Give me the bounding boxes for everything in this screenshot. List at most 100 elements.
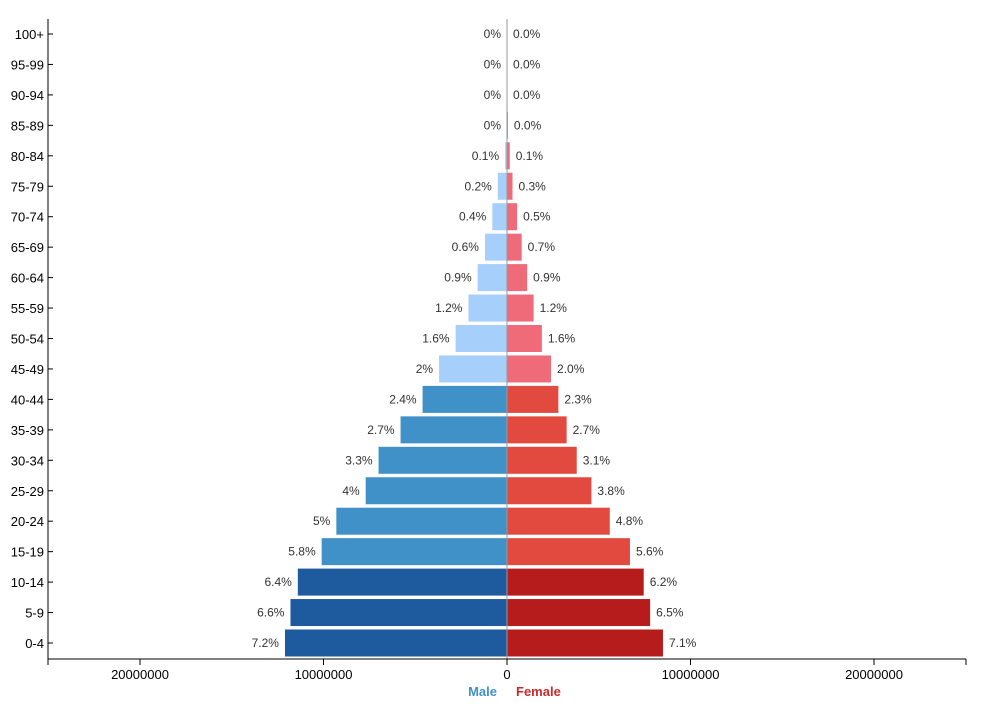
male-pct-label-5-9: 6.6%	[257, 606, 285, 620]
female-pct-label-0-4: 7.1%	[669, 636, 697, 650]
male-pct-label-0-4: 7.2%	[252, 636, 280, 650]
female-bar-25-29	[507, 477, 592, 505]
male-pct-label-95-99: 0%	[484, 57, 502, 71]
male-bar-35-39	[400, 416, 507, 444]
age-label-0-4: 0-4	[25, 636, 44, 651]
male-bar-20-24	[336, 507, 507, 535]
female-bar-70-74	[507, 203, 518, 231]
female-pct-label-10-14: 6.2%	[650, 575, 678, 589]
x-tick-label-0: 20000000	[111, 667, 169, 682]
age-label-95-99: 95-99	[11, 57, 44, 72]
age-label-65-69: 65-69	[11, 240, 44, 255]
male-pct-label-35-39: 2.7%	[367, 423, 395, 437]
male-bar-5-9	[290, 599, 507, 627]
age-label-75-79: 75-79	[11, 179, 44, 194]
female-pct-label-70-74: 0.5%	[523, 210, 551, 224]
age-label-20-24: 20-24	[11, 514, 44, 529]
female-pct-label-5-9: 6.5%	[656, 606, 684, 620]
female-pct-label-30-34: 3.1%	[583, 453, 611, 467]
legend-male: Male	[468, 684, 497, 699]
female-bar-5-9	[507, 599, 651, 627]
female-bar-50-54	[507, 325, 542, 352]
male-pct-label-70-74: 0.4%	[459, 210, 487, 224]
female-pct-label-20-24: 4.8%	[616, 514, 644, 528]
male-bar-45-49	[439, 355, 507, 383]
male-bar-25-29	[365, 477, 507, 505]
female-bar-0-4	[507, 629, 663, 657]
age-label-30-34: 30-34	[11, 453, 44, 468]
male-bar-40-44	[422, 385, 507, 413]
male-pct-label-30-34: 3.3%	[345, 453, 373, 467]
age-label-50-54: 50-54	[11, 332, 44, 347]
male-bar-30-34	[378, 446, 507, 474]
female-bar-80-84	[507, 142, 510, 170]
male-pct-label-80-84: 0.1%	[472, 149, 500, 163]
male-pct-label-10-14: 6.4%	[264, 575, 292, 589]
x-tick-label-1: 10000000	[295, 667, 353, 682]
female-pct-label-35-39: 2.7%	[573, 423, 601, 437]
female-bar-75-79	[507, 172, 513, 200]
female-pct-label-65-69: 0.7%	[528, 240, 556, 254]
male-bar-70-74	[492, 203, 507, 231]
female-pct-label-95-99: 0.0%	[513, 57, 541, 71]
male-pct-label-75-79: 0.2%	[464, 179, 492, 193]
male-pct-label-15-19: 5.8%	[288, 545, 316, 559]
age-label-35-39: 35-39	[11, 423, 44, 438]
x-tick-label-3: 10000000	[662, 667, 720, 682]
age-label-10-14: 10-14	[11, 575, 44, 590]
male-bar-55-59	[468, 294, 507, 322]
axes-group: 20000000 10000000 0 10000000 20000000	[47, 19, 967, 682]
female-bar-35-39	[507, 416, 567, 444]
age-label-90-94: 90-94	[11, 88, 44, 103]
female-bar-45-49	[507, 355, 552, 383]
male-pct-label-55-59: 1.2%	[435, 301, 463, 315]
male-pct-label-100plus: 0%	[484, 27, 502, 41]
male-pct-label-20-24: 5%	[313, 514, 331, 528]
female-bar-60-64	[507, 264, 528, 292]
male-pct-label-90-94: 0%	[484, 88, 502, 102]
male-pct-label-45-49: 2%	[416, 362, 434, 376]
female-bar-65-69	[507, 233, 522, 261]
labels-group: 0% 0.0% 100+ 0% 0.0% 95-99 0% 0.0% 90-94 0% 0.0% 85…	[11, 27, 697, 651]
bars-group	[284, 111, 663, 657]
female-pct-label-60-64: 0.9%	[533, 271, 561, 285]
male-pct-label-40-44: 2.4%	[389, 392, 417, 406]
female-pct-label-15-19: 5.6%	[636, 545, 664, 559]
female-bar-15-19	[507, 538, 630, 566]
age-label-60-64: 60-64	[11, 271, 44, 286]
female-pct-label-40-44: 2.3%	[564, 392, 592, 406]
male-bar-0-4	[284, 629, 507, 657]
male-bar-75-79	[497, 172, 507, 200]
age-label-15-19: 15-19	[11, 545, 44, 560]
female-pct-label-85-89: 0.0%	[514, 118, 542, 132]
age-label-45-49: 45-49	[11, 362, 44, 377]
male-bar-60-64	[477, 264, 507, 292]
female-bar-30-34	[507, 446, 577, 474]
x-tick-label-2: 0	[503, 667, 510, 682]
legend: Male Female	[468, 684, 561, 699]
age-label-85-89: 85-89	[11, 118, 44, 133]
age-label-25-29: 25-29	[11, 484, 44, 499]
legend-female: Female	[516, 684, 561, 699]
female-pct-label-25-29: 3.8%	[597, 484, 625, 498]
male-bar-65-69	[484, 233, 507, 261]
female-pct-label-50-54: 1.6%	[548, 332, 576, 346]
female-pct-label-75-79: 0.3%	[519, 179, 547, 193]
female-pct-label-100plus: 0.0%	[513, 27, 541, 41]
age-label-100plus: 100+	[15, 27, 44, 42]
male-pct-label-25-29: 4%	[342, 484, 360, 498]
male-bar-10-14	[297, 568, 507, 596]
female-bar-20-24	[507, 507, 610, 535]
age-label-40-44: 40-44	[11, 392, 44, 407]
age-label-80-84: 80-84	[11, 149, 44, 164]
male-pct-label-85-89: 0%	[484, 118, 502, 132]
female-pct-label-80-84: 0.1%	[516, 149, 544, 163]
male-pct-label-65-69: 0.6%	[452, 240, 480, 254]
female-bar-40-44	[507, 385, 559, 413]
age-label-55-59: 55-59	[11, 301, 44, 316]
age-label-70-74: 70-74	[11, 210, 44, 225]
male-pct-label-60-64: 0.9%	[444, 271, 472, 285]
female-pct-label-45-49: 2.0%	[557, 362, 585, 376]
male-bar-15-19	[321, 538, 507, 566]
